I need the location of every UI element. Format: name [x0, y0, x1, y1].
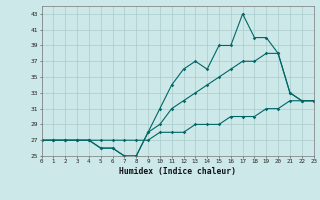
X-axis label: Humidex (Indice chaleur): Humidex (Indice chaleur)	[119, 167, 236, 176]
